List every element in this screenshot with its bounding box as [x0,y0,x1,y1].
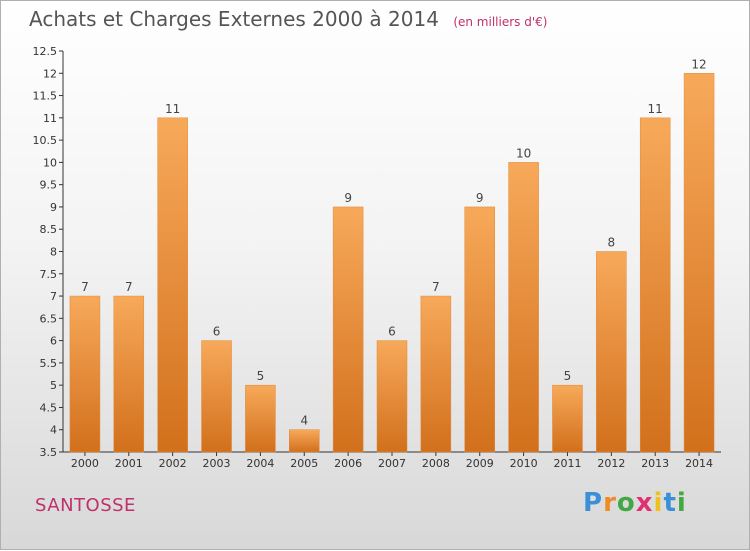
data-label: 7 [432,280,440,294]
y-tick-label: 11.5 [33,90,58,103]
x-tick-label: 2012 [597,457,625,470]
logo-letter: P [583,488,604,518]
x-tick-label: 2003 [203,457,231,470]
x-tick-label: 2004 [246,457,274,470]
data-label: 9 [344,191,352,205]
data-label: 4 [300,414,308,428]
chart-title: Achats et Charges Externes 2000 à 2014 (… [29,7,547,31]
title-text: Achats et Charges Externes 2000 à 2014 [29,7,439,31]
bar [245,384,276,453]
y-tick-label: 6.5 [40,312,58,325]
axes: 3.5 4 4.5 5 5.5 6 6.5 7 7.5 8 8.5 9 9.5 10 10.5 11 11.5 1… [33,45,721,470]
bar [113,295,145,453]
x-tick-label: 2010 [510,457,538,470]
data-label: 9 [476,191,484,205]
data-label: 10 [516,146,531,160]
data-label: 8 [608,236,616,250]
x-tick-label: 2007 [378,457,406,470]
y-tick-label: 3.5 [40,446,58,459]
y-tick-label: 7 [50,290,57,303]
data-label: 11 [165,102,180,116]
data-label: 7 [125,280,133,294]
y-tick-label: 12 [43,67,57,80]
y-tick-label: 6 [50,335,57,348]
y-tick-label: 8 [50,246,57,259]
y-tick-label: 5.5 [40,357,58,370]
y-tick-label: 4 [50,424,57,437]
bar [420,295,452,453]
y-tick-label: 9.5 [40,179,58,192]
x-tick-label: 2008 [422,457,450,470]
logo-letter: x [635,488,654,518]
bar [376,340,408,453]
bar [289,429,320,453]
bar [69,295,101,453]
x-tick-label: 2006 [334,457,362,470]
data-label: 6 [388,325,396,339]
title-unit: (en milliers d'€) [453,15,548,29]
data-label: 5 [564,369,572,383]
x-tick-label: 2005 [290,457,318,470]
x-tick-label: 2011 [553,457,581,470]
y-tick-label: 5 [50,379,57,392]
proxiti-logo: Proxiti [583,488,687,518]
logo-letter: i [653,488,664,518]
y-tick-label: 10 [43,156,57,169]
x-tick-label: 2000 [71,457,99,470]
data-label: 7 [81,280,89,294]
data-label: 11 [648,102,663,116]
bar [157,117,188,453]
data-label: 12 [691,57,706,71]
logo-letter: o [616,488,636,518]
commune-name: SANTOSSE [35,495,136,516]
y-tick-label: 11 [43,112,57,125]
y-tick-label: 8.5 [40,223,58,236]
y-tick-label: 12.5 [33,45,58,58]
bar [552,384,583,453]
data-label: 6 [213,325,221,339]
bar [332,206,364,453]
logo-letter: t [663,488,677,518]
bar [464,206,495,453]
x-tick-label: 2009 [466,457,494,470]
bar [639,117,671,453]
data-label: 5 [257,369,265,383]
x-tick-label: 2001 [115,457,143,470]
bar [508,162,539,453]
data-labels: 7 7 11 6 5 4 9 6 7 9 10 5 8 11 12 [81,57,707,427]
x-tick-label: 2014 [685,457,713,470]
y-tick-label: 9 [50,201,57,214]
x-tick-label: 2002 [159,457,187,470]
x-tick-label: 2013 [641,457,669,470]
y-tick-label: 7.5 [40,268,58,281]
y-tick-label: 4.5 [40,401,58,414]
logo-letter: i [676,488,687,518]
bar [596,251,627,453]
logo-letter: r [603,488,617,518]
y-tick-label: 10.5 [33,134,58,147]
bar [683,73,715,453]
bars [69,73,715,453]
bar [201,340,232,453]
